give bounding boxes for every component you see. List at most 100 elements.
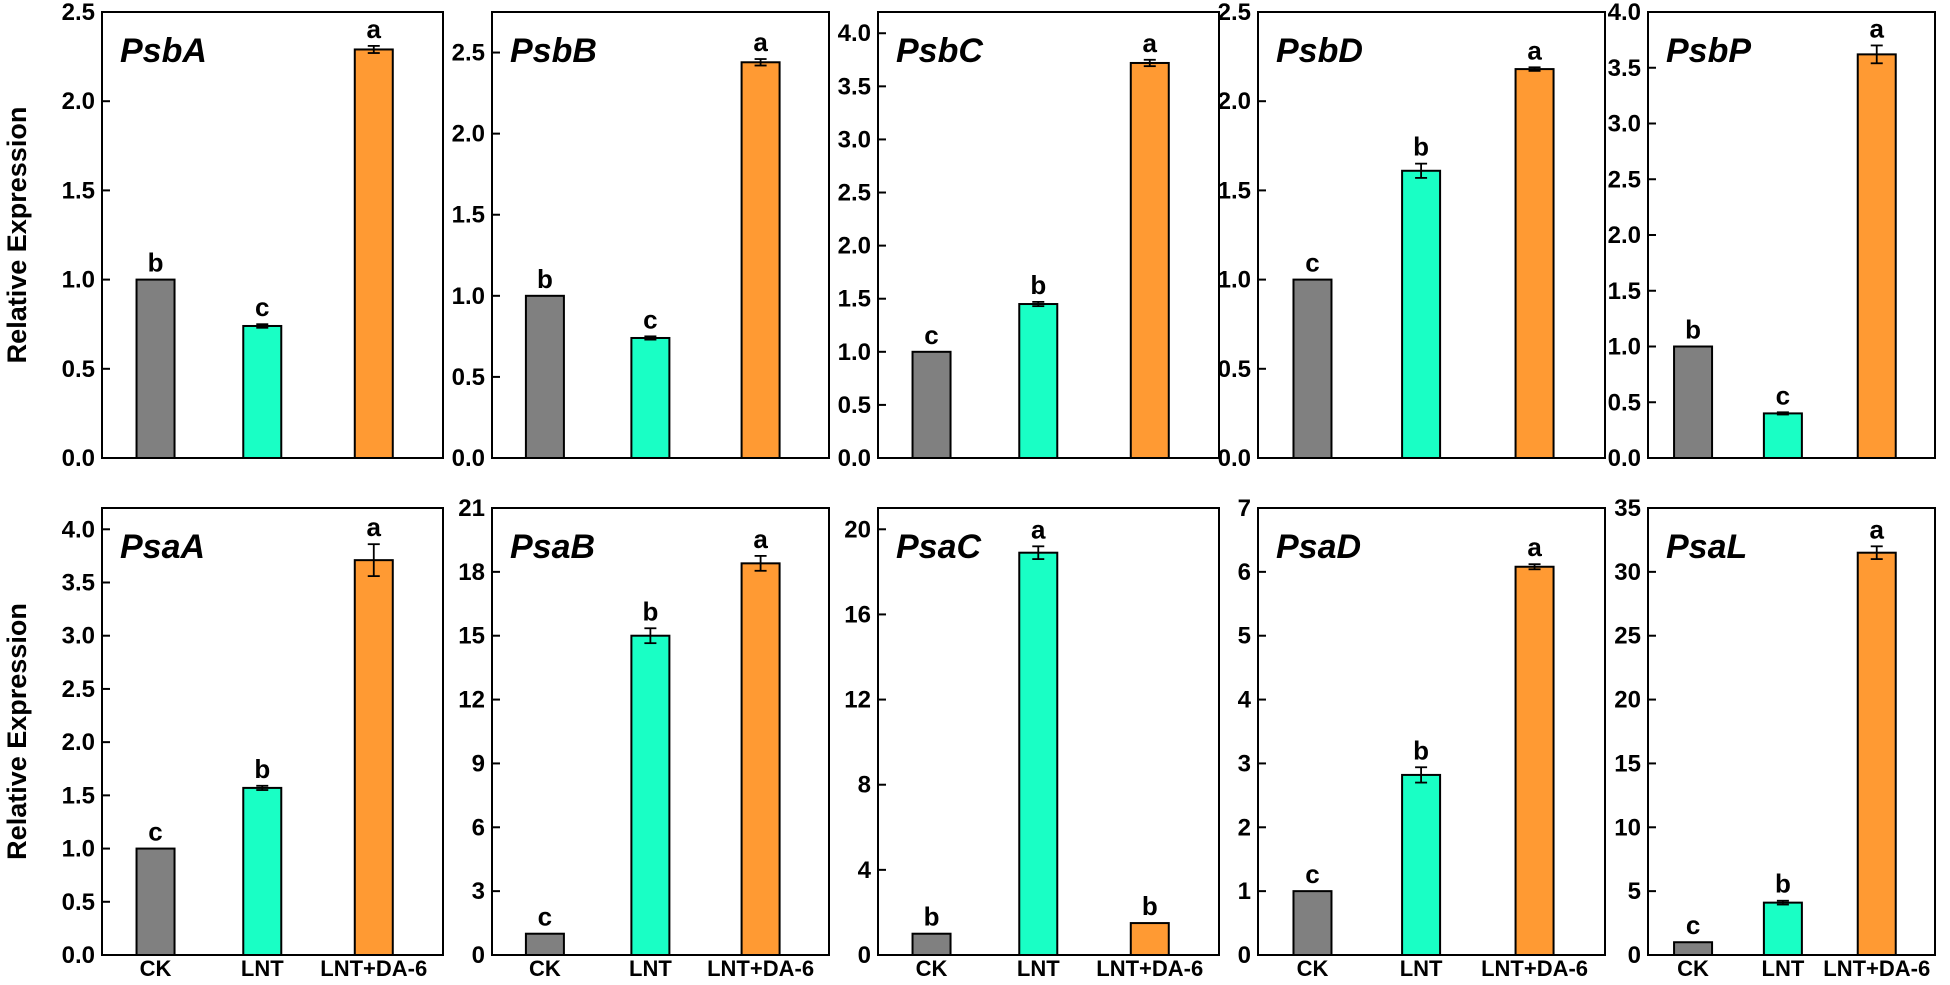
- significance-letter: b: [1413, 132, 1429, 162]
- bar-lnt: [242, 324, 283, 460]
- bar-lnt: [630, 336, 671, 459]
- gene-title: PsaC: [896, 528, 981, 566]
- y-tick-label: 1.5: [452, 202, 485, 229]
- y-tick-label: 0.0: [62, 942, 95, 969]
- significance-letter: b: [1142, 891, 1158, 921]
- y-tick-label: 30: [1614, 559, 1641, 586]
- significance-letter: b: [254, 754, 270, 784]
- y-tick-label: 1.0: [62, 267, 95, 294]
- bar-ck: [911, 932, 952, 957]
- significance-letter: b: [1775, 869, 1791, 899]
- y-tick-label: 0.0: [838, 445, 871, 472]
- y-tick-label: 0: [1628, 942, 1641, 969]
- gene-title: PsbC: [896, 32, 983, 70]
- y-tick-label: 9: [472, 750, 485, 777]
- panel-psbd: 0.0 0.5 1.0 1.5 2.0 2.5 PsbD c b a: [1218, 0, 1606, 472]
- bar-lnt-da-6: [1856, 53, 1897, 460]
- significance-letter: a: [1870, 13, 1885, 43]
- y-tick-label: 7: [1238, 495, 1251, 522]
- y-tick-label: 1.5: [1218, 177, 1251, 204]
- y-tick-label: 1.5: [1608, 278, 1641, 305]
- y-axis-label: Relative Expression: [2, 107, 32, 364]
- bar-lnt-da-6: [353, 48, 394, 460]
- gene-title: PsbD: [1276, 32, 1363, 70]
- y-tick-label: 2: [1238, 814, 1251, 841]
- y-tick-label: 0.5: [1608, 389, 1641, 416]
- bar-ck: [1292, 890, 1333, 957]
- significance-letter: a: [367, 14, 382, 44]
- y-tick-label: 2.5: [1608, 166, 1641, 193]
- y-tick-label: 1.5: [62, 782, 95, 809]
- panel-psbp: 0.0 0.5 1.0 1.5 2.0 2.5 3.0 3.5 4.0 PsbP b c a: [1608, 0, 1936, 472]
- bar-lnt-da-6: [740, 562, 781, 956]
- significance-letter: b: [1030, 270, 1046, 300]
- y-tick-label: 1.0: [62, 836, 95, 863]
- y-tick-label: 1.0: [452, 283, 485, 310]
- bar-ck: [911, 350, 952, 459]
- panel-psba: 0.0 0.5 1.0 1.5 2.0 2.5 PsbA b c a Relative Expres…: [2, 0, 444, 472]
- y-tick-label: 6: [1238, 559, 1251, 586]
- category-label-ck: CK: [529, 956, 561, 981]
- y-tick-label: 0.0: [62, 445, 95, 472]
- gene-title: PsaB: [510, 528, 595, 566]
- y-tick-label: 1.5: [62, 177, 95, 204]
- panel-psab: 0 3 6 9 12 15 18 21 PsaB c CK b LNT a LNT+DA-6: [458, 495, 830, 981]
- y-tick-label: 1.5: [838, 286, 871, 313]
- category-label-ck: CK: [1297, 956, 1329, 981]
- bar-ck: [524, 932, 565, 957]
- significance-letter: c: [924, 320, 938, 350]
- y-tick-label: 2.0: [1608, 222, 1641, 249]
- bar-lnt: [1762, 901, 1803, 957]
- significance-letter: c: [643, 304, 657, 334]
- y-tick-label: 4.0: [1608, 0, 1641, 26]
- y-tick-label: 20: [844, 516, 871, 543]
- gene-title: PsbA: [120, 32, 207, 70]
- y-tick-label: 5: [1238, 623, 1251, 650]
- significance-letter: b: [924, 902, 940, 932]
- y-tick-label: 5: [1628, 878, 1641, 905]
- y-tick-label: 12: [844, 687, 871, 714]
- bar-lnt: [1401, 773, 1442, 956]
- y-tick-label: 2.0: [452, 121, 485, 148]
- y-tick-label: 16: [844, 601, 871, 628]
- y-tick-label: 0.0: [1608, 445, 1641, 472]
- bar-ck: [524, 294, 565, 459]
- significance-letter: a: [367, 512, 382, 542]
- y-tick-label: 2.0: [838, 233, 871, 260]
- y-tick-label: 2.5: [838, 180, 871, 207]
- y-tick-label: 3.0: [838, 126, 871, 153]
- y-tick-label: 2.0: [62, 88, 95, 115]
- category-label-lnt-da-6: LNT+DA-6: [320, 956, 427, 981]
- y-tick-label: 4: [858, 857, 872, 884]
- y-tick-label: 21: [458, 495, 485, 522]
- y-tick-label: 3.5: [1608, 55, 1641, 82]
- y-tick-label: 0: [858, 942, 871, 969]
- gene-title: PsaD: [1276, 528, 1361, 566]
- bar-ck: [135, 278, 176, 459]
- significance-letter: a: [1143, 28, 1158, 58]
- y-tick-label: 1.0: [1608, 334, 1641, 361]
- bar-lnt: [242, 786, 283, 957]
- y-tick-label: 0: [472, 942, 485, 969]
- significance-letter: b: [148, 248, 164, 278]
- y-tick-label: 0: [1238, 942, 1251, 969]
- y-tick-label: 4: [1238, 687, 1252, 714]
- y-tick-label: 0.5: [62, 889, 95, 916]
- y-tick-label: 1.0: [1218, 267, 1251, 294]
- significance-letter: a: [1527, 35, 1542, 65]
- bar-ck: [1673, 345, 1714, 459]
- y-tick-label: 15: [1614, 750, 1641, 777]
- gene-title: PsaA: [120, 528, 205, 566]
- significance-letter: c: [1305, 248, 1319, 278]
- category-label-lnt: LNT: [241, 956, 284, 981]
- y-tick-label: 4.0: [62, 516, 95, 543]
- y-tick-label: 0.5: [838, 392, 871, 419]
- significance-letter: a: [1527, 532, 1542, 562]
- bar-lnt: [1401, 169, 1442, 459]
- bar-lnt: [1018, 551, 1059, 956]
- y-tick-label: 2.0: [1218, 88, 1251, 115]
- y-tick-label: 2.5: [62, 676, 95, 703]
- category-label-ck: CK: [1677, 956, 1709, 981]
- significance-letter: a: [753, 27, 768, 57]
